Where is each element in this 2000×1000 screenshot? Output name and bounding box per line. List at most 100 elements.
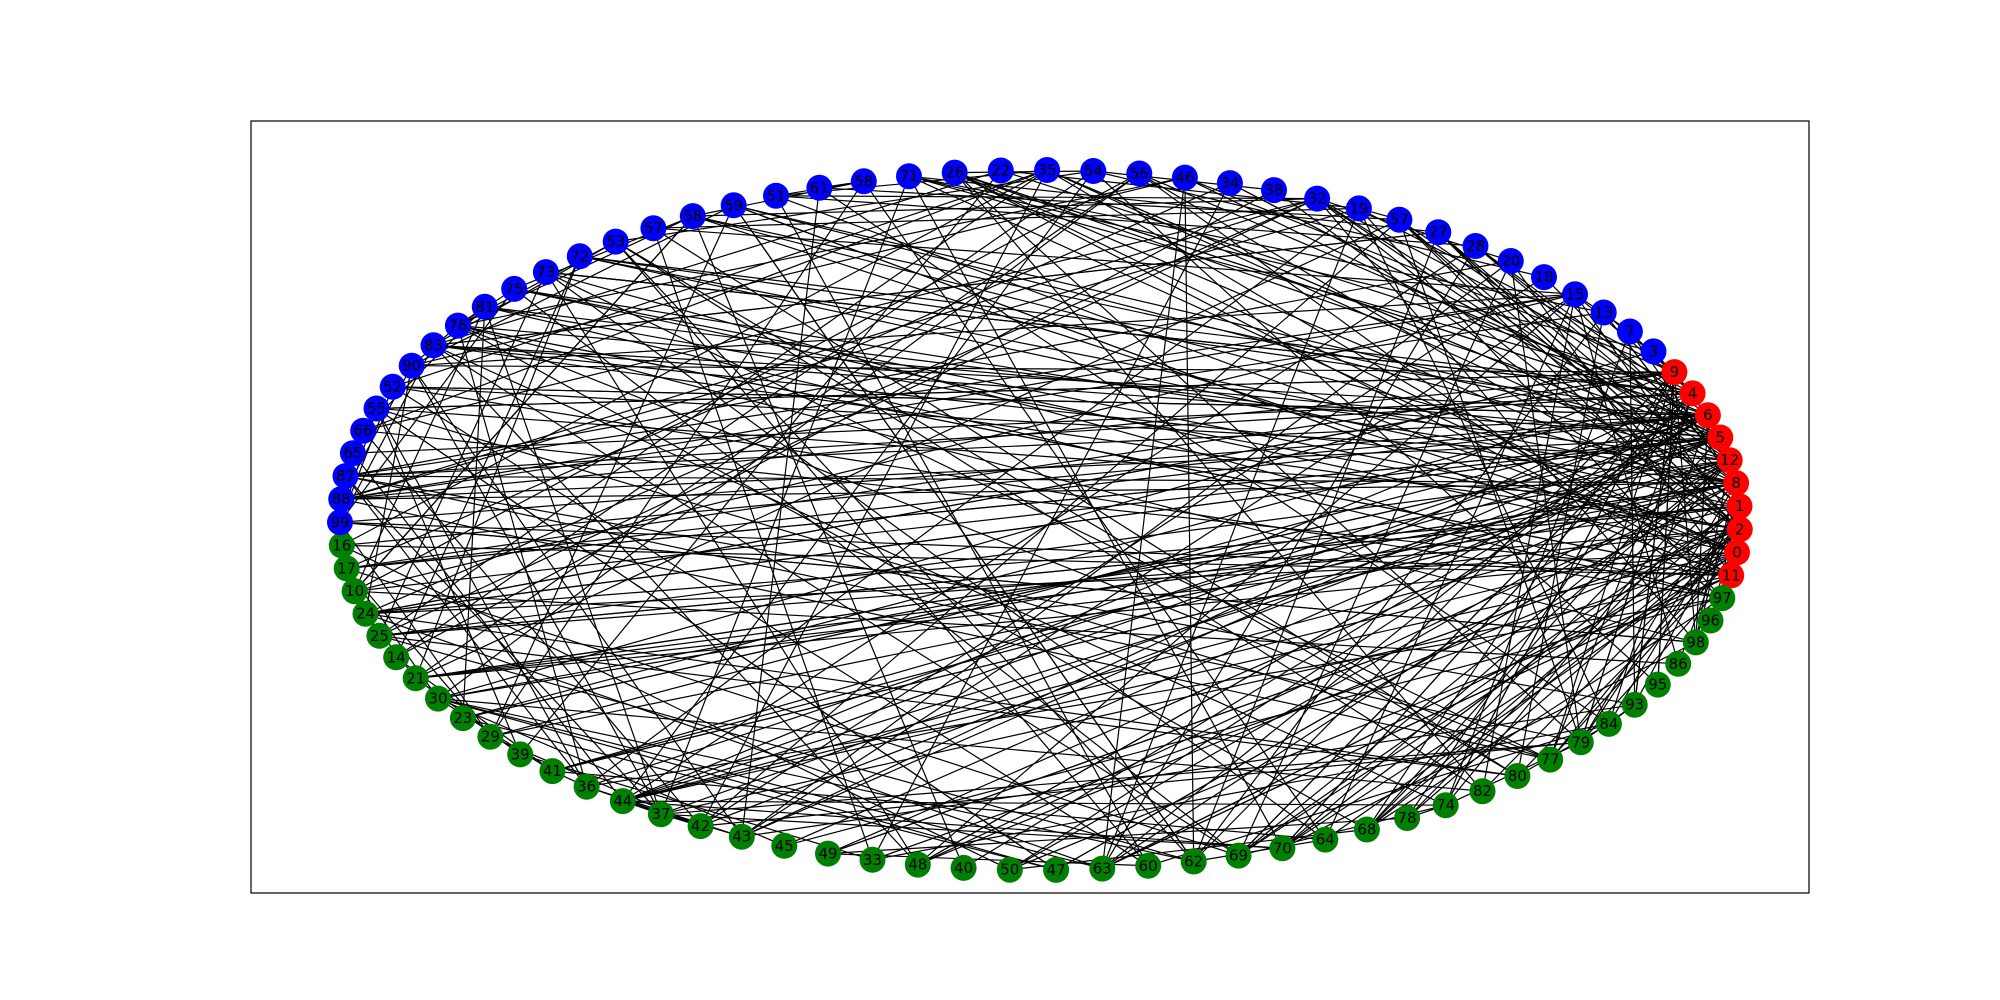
node-label: 40 [954, 859, 973, 877]
edge [462, 436, 1721, 719]
node-label: 79 [1571, 733, 1590, 751]
graph-node: 83 [420, 332, 447, 359]
edge [415, 173, 1140, 679]
node-label: 35 [1038, 161, 1057, 179]
node-label: 21 [406, 669, 425, 687]
edge [514, 288, 1740, 530]
node-label: 59 [724, 196, 743, 214]
node-marker [1562, 281, 1588, 308]
edge [1324, 551, 1738, 841]
node-marker [609, 788, 636, 815]
node-marker [1432, 792, 1459, 819]
edge [462, 392, 1693, 719]
edge [908, 175, 1439, 233]
graph-node: 50 [996, 856, 1023, 883]
node-label: 15 [1565, 285, 1584, 303]
edge [1184, 177, 1195, 862]
node-marker [647, 801, 674, 828]
node-label: 61 [810, 179, 829, 197]
edge [741, 293, 1576, 838]
edge [692, 198, 1318, 217]
node-label: 50 [1000, 861, 1019, 879]
edge [345, 475, 1581, 743]
edge [552, 482, 1737, 772]
node-marker [1216, 170, 1243, 197]
edge [775, 195, 1738, 553]
node-marker [1679, 380, 1706, 407]
edge [354, 215, 694, 592]
graph-node: 0 [1724, 539, 1750, 566]
node-label: 62 [1184, 853, 1203, 871]
edge [352, 452, 624, 802]
node-marker [1531, 264, 1557, 291]
node-marker [341, 578, 368, 605]
edge [395, 189, 1275, 658]
graph-node: 24 [352, 600, 379, 627]
graph-node: 52 [379, 373, 406, 400]
edge [1101, 177, 1186, 869]
graph-node: 74 [1432, 792, 1459, 819]
graph-node: 10 [341, 578, 368, 605]
edge [395, 170, 1094, 658]
graph-node: 19 [1345, 195, 1372, 222]
node-label: 82 [1473, 782, 1492, 800]
edge [652, 228, 874, 860]
node-marker [1080, 158, 1107, 184]
node-marker [352, 600, 379, 627]
graph-node: 27 [1425, 219, 1452, 246]
edge [1366, 597, 1723, 831]
node-label: 57 [1390, 211, 1409, 229]
graph-node: 21 [402, 665, 429, 692]
edge [1193, 371, 1675, 862]
node-label: 9 [1670, 363, 1680, 381]
node-label: 43 [732, 828, 751, 846]
graph-node: 70 [1269, 835, 1296, 862]
graph-node: 41 [539, 758, 566, 785]
node-label: 87 [336, 467, 355, 485]
node-label: 71 [899, 167, 918, 185]
edge [872, 723, 1610, 861]
edge [484, 306, 1740, 530]
node-label: 83 [424, 336, 443, 354]
edge [1516, 312, 1605, 777]
node-label: 42 [691, 817, 710, 835]
node-marker [398, 352, 425, 379]
node-marker [771, 832, 798, 859]
edge [1580, 505, 1740, 743]
graph-node: 59 [720, 192, 747, 219]
node-marker [1707, 424, 1734, 451]
edge [1101, 459, 1731, 870]
node-marker [640, 215, 667, 242]
edge [545, 271, 1723, 599]
node-label: 52 [383, 378, 402, 396]
graph-node: 17 [333, 555, 360, 582]
graph-node: 25 [366, 622, 393, 649]
node-marker [333, 555, 360, 582]
node-label: 65 [343, 444, 362, 462]
edge [379, 635, 1518, 777]
node-label: 13 [1594, 304, 1613, 322]
node-marker [1269, 835, 1296, 862]
node-marker [1497, 248, 1524, 274]
node-label: 63 [1093, 860, 1112, 878]
edge [1055, 482, 1737, 871]
graph-node: 76 [444, 312, 471, 339]
node-label: 23 [453, 709, 472, 727]
node-marker [950, 854, 977, 881]
node-label: 46 [1175, 169, 1194, 187]
graph-node: 29 [477, 723, 504, 750]
node-label: 78 [1398, 809, 1417, 827]
edge [579, 255, 1708, 416]
node-marker [383, 644, 410, 671]
node-marker [1682, 629, 1709, 656]
graph-node: 82 [1469, 778, 1496, 805]
node-marker [444, 312, 471, 339]
node-label: 3 [1649, 342, 1659, 360]
graph-node: 40 [950, 854, 977, 881]
node-marker [1621, 691, 1648, 718]
graph-node: 99 [327, 509, 353, 536]
node-marker [1640, 338, 1667, 365]
graph-node: 84 [1595, 710, 1622, 737]
edge [586, 597, 1723, 788]
edge [346, 436, 1721, 569]
